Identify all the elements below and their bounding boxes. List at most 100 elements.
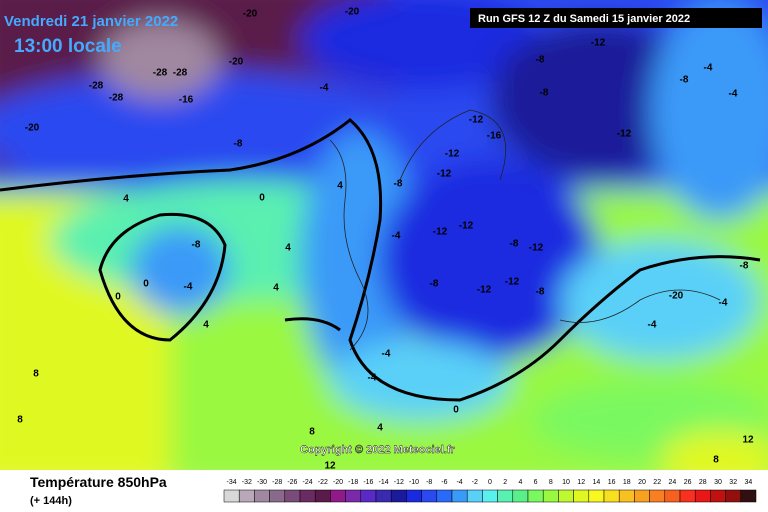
scale-swatch [451, 489, 468, 503]
scale-label: 6 [534, 479, 538, 486]
contour-label: 0 [453, 405, 459, 416]
scale-label: 32 [729, 479, 737, 486]
contour-label: -16 [487, 131, 502, 142]
scale-label: -4 [456, 479, 462, 486]
scale-swatch [390, 489, 407, 503]
contour-label: -12 [505, 277, 520, 288]
contour-label: 8 [17, 415, 23, 426]
scale-label: -20 [333, 479, 343, 486]
scale-swatch [330, 489, 346, 503]
scale-swatch [406, 489, 422, 503]
scale-label: -28 [272, 479, 282, 486]
scale-label: 18 [623, 479, 631, 486]
contour-label: 12 [324, 461, 336, 472]
scale-label: -26 [287, 479, 297, 486]
contour-label: -20 [669, 291, 684, 302]
contour-label: -4 [368, 373, 377, 384]
scale-label: 12 [577, 479, 585, 486]
contour-label: -20 [229, 57, 244, 68]
scale-label: -30 [257, 479, 267, 486]
scale-swatch [679, 489, 696, 503]
contour-label: -4 [648, 320, 657, 331]
scale-swatch [573, 489, 590, 503]
scale-swatch [512, 489, 529, 503]
contour-label: 4 [337, 181, 343, 192]
contour-label: 0 [143, 279, 149, 290]
contour-label: -28 [109, 93, 124, 104]
scale-swatch [284, 489, 301, 503]
contour-label: -28 [173, 68, 188, 79]
scale-label: 10 [562, 479, 570, 486]
contour-label: -28 [89, 81, 104, 92]
scale-label: 4 [518, 479, 522, 486]
scale-swatch [345, 489, 362, 503]
contour-label: -8 [510, 239, 519, 250]
scale-label: 34 [745, 479, 753, 486]
contour-label: 4 [203, 320, 209, 331]
contour-label: -8 [540, 88, 549, 99]
footer-lead: (+ 144h) [30, 495, 72, 507]
scale-swatch [238, 489, 255, 503]
contour-label: -12 [433, 227, 448, 238]
contour-label: 4 [123, 194, 129, 205]
scale-label: 28 [699, 479, 707, 486]
contour-label: -12 [469, 115, 484, 126]
scale-swatch [618, 489, 635, 503]
scale-swatch [694, 489, 711, 503]
contour-label: 0 [115, 292, 121, 303]
contour-label: -8 [680, 75, 689, 86]
scale-swatch [740, 489, 757, 503]
scale-swatch [542, 489, 559, 503]
scale-label: 22 [653, 479, 661, 486]
scale-label: 2 [503, 479, 507, 486]
contour-label: -8 [536, 287, 545, 298]
zero-isotherms [0, 118, 761, 402]
contour-label: -8 [192, 240, 201, 251]
contour-label: -12 [437, 169, 452, 180]
copyright: Copyright © 2022 Meteociel.fr [300, 444, 456, 456]
scale-swatch [223, 489, 240, 503]
scale-label: -14 [379, 479, 389, 486]
contour-label: 4 [377, 423, 383, 434]
contour-label: -16 [179, 95, 194, 106]
scale-swatch [634, 489, 650, 503]
scale-swatch [360, 489, 377, 503]
contour-label: -4 [719, 298, 728, 309]
contour-label: -8 [536, 55, 545, 66]
scale-swatch [299, 489, 316, 503]
scale-swatch [375, 489, 392, 503]
scale-label: 0 [488, 479, 492, 486]
scale-swatch [497, 489, 514, 503]
contour-label: 4 [273, 283, 279, 294]
scale-swatch [254, 489, 270, 503]
scale-label: -12 [394, 479, 404, 486]
contour-labels: -20 -20 -12 -8 -8 -12 -8 -4 -4 -28 -28 -28 -28 -20 -16… [17, 7, 754, 472]
contour-label: 8 [713, 455, 719, 466]
contour-label: -8 [430, 279, 439, 290]
scale-swatch [269, 489, 286, 503]
scale-swatch [436, 489, 453, 503]
contour-label: -20 [345, 7, 360, 18]
scale-swatch [558, 489, 574, 503]
contour-label: -20 [25, 123, 40, 134]
contour-label: -20 [243, 9, 258, 20]
scale-label: 30 [714, 479, 722, 486]
scale-label: -16 [363, 479, 373, 486]
color-scale: -34 -32 -30 -28 -26 -24 -22 -20 -18 -16 -14 -12 -10-… [223, 479, 757, 503]
contour-label: -28 [153, 68, 168, 79]
contour-label: -4 [382, 349, 391, 360]
footer-title: Température 850hPa [30, 474, 167, 490]
scale-label: -2 [472, 479, 478, 486]
scale-swatch [527, 489, 544, 503]
contour-label: -12 [477, 285, 492, 296]
scale-swatch [725, 489, 742, 503]
scale-label: 8 [549, 479, 553, 486]
contour-label: -12 [617, 129, 632, 140]
scale-label: 20 [638, 479, 646, 486]
contour-label: 0 [259, 193, 265, 204]
contour-label: -4 [704, 63, 713, 74]
coastlines [329, 109, 721, 351]
contour-label: -12 [591, 38, 606, 49]
